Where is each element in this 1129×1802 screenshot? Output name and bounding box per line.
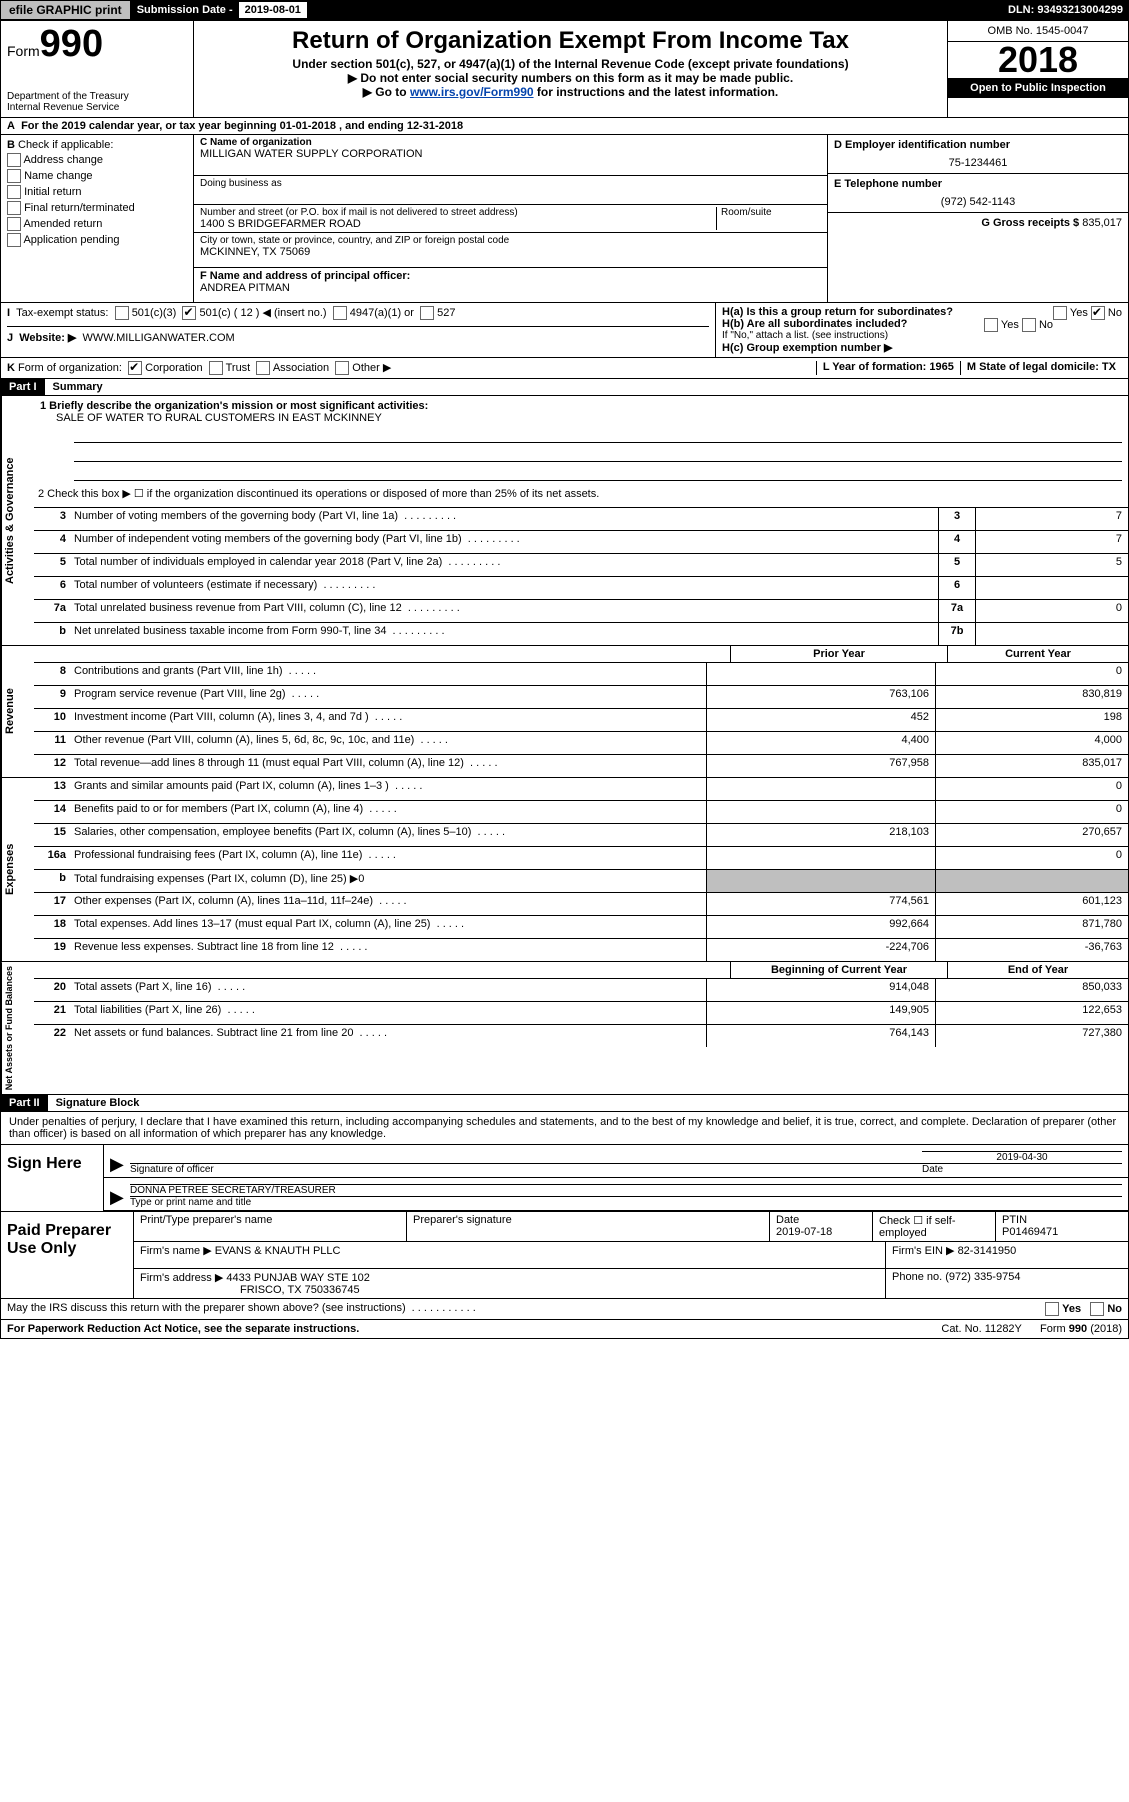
chk-trust[interactable] (209, 361, 223, 375)
tax-year: 2018 (948, 42, 1128, 78)
ein: 75-1234461 (834, 151, 1122, 169)
dba-label: Doing business as (200, 178, 821, 189)
chk-4947[interactable] (333, 306, 347, 320)
city-label: City or town, state or province, country… (200, 235, 821, 246)
paid-preparer-label: Paid Preparer Use Only (1, 1212, 134, 1298)
h-ifno: If "No," attach a list. (see instruction… (722, 330, 1122, 341)
firm-address-2: FRISCO, TX 750336745 (240, 1284, 360, 1296)
ptin: P01469471 (1002, 1226, 1058, 1238)
footer-form: Form 990 (2018) (1040, 1323, 1122, 1335)
prep-date: 2019-07-18 (776, 1226, 832, 1238)
irs-link[interactable]: www.irs.gov/Form990 (410, 85, 534, 99)
d-label: D Employer identification number (834, 139, 1122, 151)
prep-name-label: Print/Type preparer's name (134, 1212, 407, 1241)
chk-other[interactable] (335, 361, 349, 375)
dept-treasury: Department of the Treasury (7, 91, 187, 102)
subtitle-2: ▶ Do not enter social security numbers o… (200, 71, 941, 85)
chk-address-change[interactable]: Address change (7, 153, 187, 167)
h-a: H(a) Is this a group return for subordin… (722, 306, 1122, 318)
chk-initial-return[interactable]: Initial return (7, 185, 187, 199)
chk-final-return[interactable]: Final return/terminated (7, 201, 187, 215)
subdate-label: Submission Date - (131, 2, 239, 18)
discuss-yes[interactable] (1045, 1302, 1059, 1316)
officer-name: DONNA PETREE SECRETARY/TREASURER (130, 1185, 1122, 1197)
form-title: Return of Organization Exempt From Incom… (200, 27, 941, 55)
self-employed-check[interactable]: Check ☐ if self-employed (873, 1212, 996, 1241)
irs-label: Internal Revenue Service (7, 102, 187, 113)
label-exp: Expenses (1, 778, 34, 961)
c-name-label: C Name of organization (200, 137, 821, 148)
part-ii-header: Part II (1, 1095, 48, 1111)
top-bar: efile GRAPHIC print Submission Date - 20… (0, 0, 1129, 20)
firm-phone: (972) 335-9754 (945, 1271, 1020, 1283)
subtitle-1: Under section 501(c), 527, or 4947(a)(1)… (200, 57, 941, 71)
footer-left: For Paperwork Reduction Act Notice, see … (7, 1323, 359, 1335)
principal-officer: ANDREA PITMAN (200, 282, 821, 294)
b-label: B Check if applicable: (7, 139, 187, 151)
label-net: Net Assets or Fund Balances (1, 962, 34, 1094)
subtitle-3: ▶ Go to www.irs.gov/Form990 for instruct… (200, 85, 941, 99)
form-number: Form990 (7, 25, 187, 63)
street-label: Number and street (or P.O. box if mail i… (200, 207, 716, 218)
firm-name: EVANS & KNAUTH PLLC (215, 1245, 341, 1257)
state-domicile: M State of legal domicile: TX (960, 361, 1122, 375)
j-label: J (7, 332, 19, 344)
chk-name-change[interactable]: Name change (7, 169, 187, 183)
chk-corp[interactable] (128, 361, 142, 375)
perjury-text: Under penalties of perjury, I declare th… (1, 1112, 1128, 1145)
discuss-no[interactable] (1090, 1302, 1104, 1316)
footer-cat: Cat. No. 11282Y (941, 1323, 1021, 1335)
e-label: E Telephone number (834, 178, 1122, 190)
firm-address: 4433 PUNJAB WAY STE 102 (226, 1272, 369, 1284)
part-i-header: Part I (1, 379, 45, 395)
street-address: 1400 S BRIDGEFARMER ROAD (200, 218, 716, 230)
chk-501c3[interactable] (115, 306, 129, 320)
firm-ein: 82-3141950 (958, 1245, 1017, 1257)
i-label: I (7, 307, 16, 319)
year-formation: L Year of formation: 1965 (816, 361, 960, 375)
h-c: H(c) Group exemption number ▶ (722, 341, 1122, 354)
line2-checkbox: 2 Check this box ▶ ☐ if the organization… (34, 485, 1128, 507)
dln: DLN: 93493213004299 (1002, 2, 1129, 18)
chk-amended-return[interactable]: Amended return (7, 217, 187, 231)
telephone: (972) 542-1143 (834, 190, 1122, 208)
f-label: F Name and address of principal officer: (200, 270, 821, 282)
chk-assoc[interactable] (256, 361, 270, 375)
mission-text: SALE OF WATER TO RURAL CUSTOMERS IN EAST… (56, 412, 382, 424)
website: WWW.MILLIGANWATER.COM (83, 332, 235, 344)
row-a-tax-year: A For the 2019 calendar year, or tax yea… (0, 118, 1129, 135)
submission-date: 2019-08-01 (239, 2, 307, 18)
efile-button[interactable]: efile GRAPHIC print (0, 0, 131, 20)
sig-date: 2019-04-30 (922, 1152, 1122, 1164)
discuss-text: May the IRS discuss this return with the… (7, 1302, 406, 1316)
sign-here-label: Sign Here (1, 1145, 104, 1211)
city-state-zip: MCKINNEY, TX 75069 (200, 246, 821, 258)
hdr-end: End of Year (947, 962, 1128, 978)
line1-label: 1 Briefly describe the organization's mi… (40, 400, 428, 412)
g-label: G Gross receipts $ (981, 217, 1082, 229)
part-i-title: Summary (45, 381, 103, 393)
sig-officer-label: Signature of officer (130, 1163, 922, 1175)
room-label: Room/suite (716, 207, 821, 230)
prep-sig-label: Preparer's signature (407, 1212, 770, 1241)
label-gov: Activities & Governance (1, 396, 34, 645)
hdr-curr: Current Year (947, 646, 1128, 662)
chk-application-pending[interactable]: Application pending (7, 233, 187, 247)
hdr-begin: Beginning of Current Year (730, 962, 947, 978)
label-rev: Revenue (1, 646, 34, 777)
hdr-prior: Prior Year (730, 646, 947, 662)
chk-501c[interactable] (182, 306, 196, 320)
gross-receipts: 835,017 (1082, 217, 1122, 229)
org-name: MILLIGAN WATER SUPPLY CORPORATION (200, 148, 821, 160)
part-ii-title: Signature Block (48, 1097, 140, 1109)
open-inspection: Open to Public Inspection (948, 78, 1128, 98)
chk-527[interactable] (420, 306, 434, 320)
